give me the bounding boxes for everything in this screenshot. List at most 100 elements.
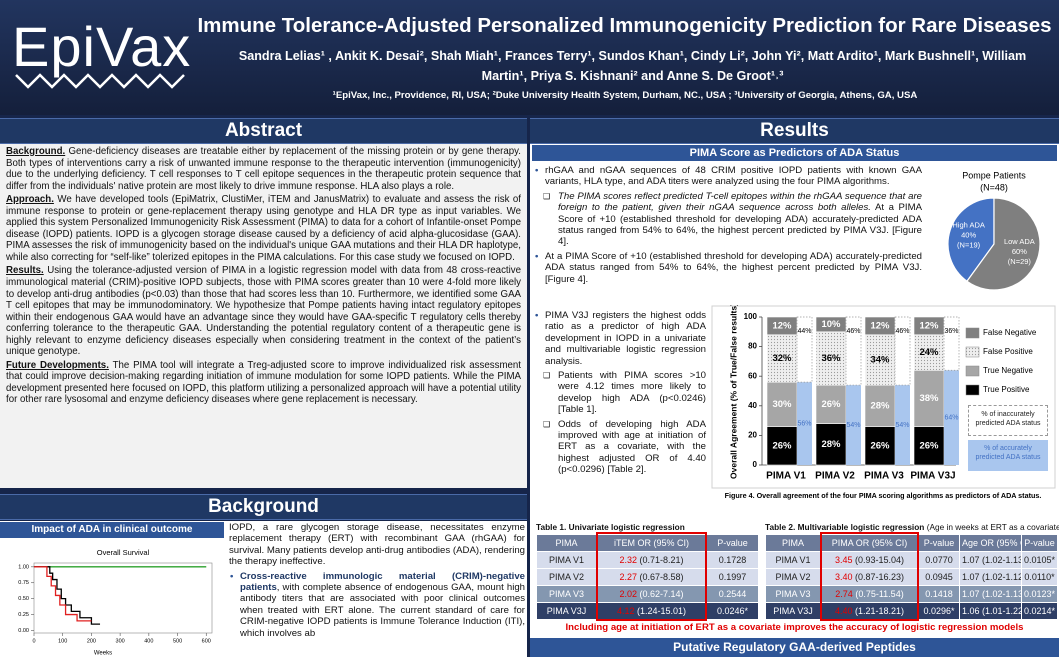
y-tick-label: 0.50 bbox=[18, 596, 29, 602]
table-cell: PIMA V2 bbox=[536, 568, 597, 586]
bullet-bold: Cross-reactive immunologic material (CRI… bbox=[240, 570, 525, 594]
header bbox=[0, 0, 1059, 115]
table-row: PIMA V3J 4.12 (1.24-15.01) 0.0246* bbox=[536, 602, 759, 620]
background-text: IOPD, a rare glycogen storage disease, n… bbox=[229, 522, 525, 657]
header-cell: P-value bbox=[1021, 534, 1058, 552]
poster-title: Immune Tolerance-Adjusted Personalized I… bbox=[197, 14, 1052, 37]
accuracy-label: 36% bbox=[944, 328, 958, 335]
cell-text: (0.93-15.04) bbox=[855, 555, 905, 565]
bar-segment bbox=[913, 334, 945, 371]
odds-ratio: 4.12 bbox=[616, 606, 635, 616]
paragraph: Approach. We have developed tools (EpiMa… bbox=[6, 194, 521, 263]
x-tick-label: 200 bbox=[87, 638, 96, 644]
table-cell: PIMA V1 bbox=[765, 551, 821, 569]
chart-subtitle: (N=48) bbox=[980, 182, 1008, 192]
legend-swatch bbox=[965, 327, 980, 339]
section-header: Abstract bbox=[0, 118, 527, 144]
cell-text: PIMA V2 bbox=[548, 572, 584, 582]
table-cell: 1.07 (1.02-1.13) bbox=[959, 551, 1022, 569]
bar-label: 26% bbox=[821, 399, 841, 410]
paragraph-label: Future Developments. bbox=[6, 359, 109, 371]
paragraph: Results. Using the tolerance-adjusted ve… bbox=[6, 265, 521, 357]
y-tick-label: 40 bbox=[748, 401, 757, 410]
table-cell: 0.0945 bbox=[918, 568, 960, 586]
x-tick-label: PIMA V2 bbox=[815, 471, 855, 482]
cell-text: 0.0770 bbox=[925, 555, 953, 565]
bar-segment bbox=[815, 331, 847, 386]
table-cell: 1.07 (1.02-1.12) bbox=[959, 568, 1022, 586]
table-cell: 0.1997 bbox=[706, 568, 759, 586]
legend-label: False Negative bbox=[983, 328, 1037, 337]
bar-label: 34% bbox=[870, 354, 890, 365]
accuracy-label: 46% bbox=[895, 328, 909, 335]
bar-label: 12% bbox=[772, 320, 792, 331]
table-cell: 0.0123* bbox=[1021, 585, 1058, 603]
cell-text: 1.06 (1.01-1.22) bbox=[962, 606, 1022, 616]
table-row: PIMA V3 2.74 (0.75-11.54) 0.1418 1.07 (1.02… bbox=[765, 585, 1058, 603]
odds-ratio: 2.32 bbox=[619, 555, 637, 565]
legend-box: % of inaccurately predicted ADA status bbox=[968, 405, 1048, 436]
section-header: Background bbox=[0, 494, 527, 520]
paragraph-label: Results. bbox=[6, 265, 44, 277]
sub-bullet: The PIMA scores reflect predicted T-cell… bbox=[534, 191, 922, 248]
bar-label: 38% bbox=[919, 393, 939, 404]
accuracy-segment bbox=[944, 370, 959, 465]
chart-caption: Figure 4. Overall agreement of the four … bbox=[725, 491, 1042, 500]
bar-segment bbox=[815, 423, 847, 466]
bar-label: 26% bbox=[919, 440, 939, 451]
bullet: PIMA V3J registers the highest odds rati… bbox=[534, 310, 706, 367]
survival-chart: Overall Survival 1.00 0.75 0.50 0.25 0.000 100… bbox=[18, 548, 213, 657]
slice-annotation: (N=29) bbox=[1008, 257, 1032, 266]
cell-text: PIMA V3J bbox=[546, 606, 587, 616]
bullet-text: , with complete absence of endogenous GA… bbox=[240, 582, 525, 639]
bar-label: 30% bbox=[772, 399, 792, 410]
bar-label: 36% bbox=[821, 353, 841, 364]
table-row: PIMA V3J 4.40 (1.21-18.21) 0.0296* 1.06 (1.… bbox=[765, 602, 1058, 620]
survival-line bbox=[34, 566, 92, 622]
bar-label: 10% bbox=[821, 319, 841, 330]
bar-label: 24% bbox=[919, 347, 939, 358]
y-tick-label: 20 bbox=[748, 431, 757, 440]
survival-line bbox=[34, 566, 101, 625]
table-cell: 3.40 (0.87-16.23) bbox=[820, 568, 919, 586]
table-cell: PIMA V2 bbox=[765, 568, 821, 586]
table-row: PIMA V1 2.32 (0.71-8.21) 0.1728 bbox=[536, 551, 759, 569]
legend-swatch bbox=[965, 365, 980, 377]
panel-title: Impact of ADA in clinical outcome bbox=[0, 522, 224, 538]
accuracy-segment bbox=[845, 316, 862, 386]
table-cell: 0.1728 bbox=[706, 551, 759, 569]
accuracy-segment bbox=[846, 385, 861, 465]
chart-frame bbox=[711, 305, 1056, 489]
paragraph-text: The PIMA tool will integrate a Treg-adju… bbox=[6, 359, 521, 406]
table-cell: 1.07 (1.02-1.13) bbox=[959, 585, 1022, 603]
cell-text: PIMA V2 bbox=[775, 572, 811, 582]
highlight-box bbox=[596, 532, 707, 621]
table-cell: 0.1418 bbox=[918, 585, 960, 603]
y-axis-label: Overall Agreement (% of True/False resul… bbox=[728, 305, 738, 479]
cell-text: 1.07 (1.02-1.13) bbox=[962, 555, 1022, 565]
header-cell: PIMA bbox=[765, 534, 821, 552]
accuracy-segment bbox=[797, 382, 812, 465]
panel-title: PIMA Score as Predictors of ADA Status bbox=[532, 145, 1057, 161]
y-tick-label: 0.75 bbox=[18, 580, 29, 586]
table-cell: 0.0296* bbox=[918, 602, 960, 620]
logo-waves bbox=[15, 73, 185, 89]
y-tick-label: 80 bbox=[748, 342, 757, 351]
authors: Sandra Lelias¹ , Ankit K. Desai², Shah M… bbox=[238, 49, 1027, 83]
paragraph-text: Gene-deficiency diseases are treatable e… bbox=[6, 146, 521, 192]
bar-label: 26% bbox=[870, 440, 890, 451]
slice-annotation: (N=19) bbox=[957, 241, 981, 250]
x-tick-label: 0 bbox=[32, 638, 35, 644]
text: At a PIMA Score of +10 (established thre… bbox=[558, 202, 922, 248]
next-section-title: Putative Regulatory GAA-derived Peptides bbox=[530, 638, 1059, 657]
table-title: Table 2. Multivariable logistic regressi… bbox=[765, 522, 1059, 532]
cell-text: (1.21-18.21) bbox=[855, 606, 905, 616]
abstract-body: Background. Gene-deficiency diseases are… bbox=[0, 144, 527, 488]
y-tick-label: 0 bbox=[753, 460, 758, 469]
bar-segment bbox=[913, 426, 945, 466]
x-tick-label: PIMA V1 bbox=[766, 471, 806, 482]
legend-swatch bbox=[965, 346, 980, 358]
table-cell: PIMA V3 bbox=[765, 585, 821, 603]
paragraph: Future Developments. The PIMA tool will … bbox=[6, 360, 521, 406]
